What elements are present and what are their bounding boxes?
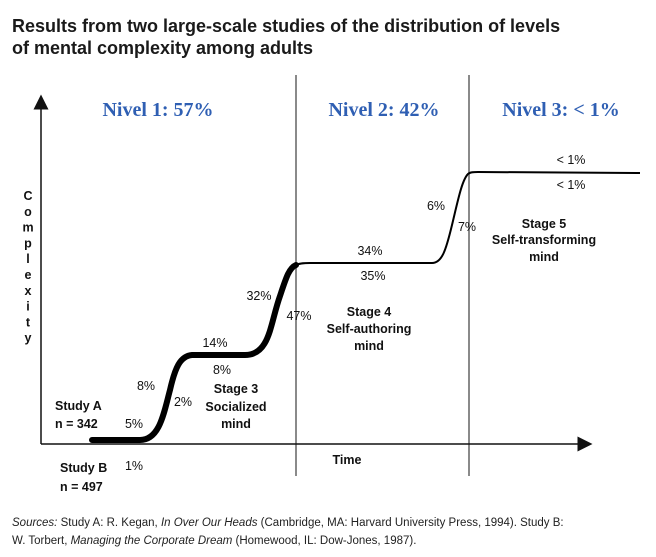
sources-line-1-b: (Cambridge, MA: Harvard University Press… bbox=[257, 517, 563, 529]
sources-book-2: Managing the Corporate Dream bbox=[71, 535, 233, 547]
stage-curve-thick bbox=[89, 262, 299, 443]
y-axis-label-letter: e bbox=[25, 268, 32, 282]
study-b-value-stage-4: 47% bbox=[286, 309, 311, 323]
study-a-name: Study A bbox=[55, 399, 102, 413]
y-axis-label-letter: o bbox=[24, 205, 32, 219]
stage-4-line-1: Stage 4 bbox=[347, 305, 392, 319]
y-axis-label-letter: y bbox=[25, 331, 32, 345]
study-b-value-stage-2: 2% bbox=[174, 395, 192, 409]
sources-line-2: W. Torbert, Managing the Corporate Dream… bbox=[12, 535, 416, 547]
study-b-value-stage-1: 1% bbox=[125, 459, 143, 473]
study-b-n: n = 497 bbox=[60, 480, 103, 494]
sources-line-1: Sources: Study A: R. Kegan, In Over Our … bbox=[12, 517, 564, 529]
y-axis-label-letter: t bbox=[26, 315, 31, 329]
study-a-value-stage-2: 8% bbox=[137, 379, 155, 393]
study-a-value-stage-5: 6% bbox=[427, 199, 445, 213]
study-b-value-stage-4b: 35% bbox=[360, 269, 385, 283]
stage-3-line-1: Stage 3 bbox=[214, 382, 259, 396]
stage-5-line-3: mind bbox=[529, 250, 559, 264]
stage-3-line-3: mind bbox=[221, 417, 251, 431]
stage-5-line-2: Self-transforming bbox=[492, 233, 596, 247]
study-b-value-stage-3: 8% bbox=[213, 363, 231, 377]
x-axis-label: Time bbox=[333, 453, 362, 467]
study-a-value-stage-4: 32% bbox=[246, 289, 271, 303]
study-a-value-stage-5b: < 1% bbox=[557, 153, 586, 167]
level-header-3: Nivel 3: < 1% bbox=[502, 99, 620, 121]
study-b-name: Study B bbox=[60, 461, 107, 475]
y-axis-label-letter: m bbox=[22, 221, 33, 235]
y-axis-label-letter: x bbox=[25, 284, 32, 298]
study-a-value-stage-3: 14% bbox=[202, 336, 227, 350]
sources-line-1-a: Study A: R. Kegan, bbox=[57, 517, 161, 529]
level-header-2: Nivel 2: 42% bbox=[328, 99, 439, 121]
level-header-1: Nivel 1: 57% bbox=[102, 99, 213, 121]
chart-title-line-2: of mental complexity among adults bbox=[12, 38, 313, 58]
stage-curve-thin bbox=[295, 170, 641, 266]
y-axis-label-letter: C bbox=[23, 189, 32, 203]
stage-4-line-2: Self-authoring bbox=[327, 322, 412, 336]
y-axis-label-letter: i bbox=[26, 300, 29, 314]
y-axis-label-letter: p bbox=[24, 236, 32, 250]
study-a-n: n = 342 bbox=[55, 417, 98, 431]
stage-5-line-1: Stage 5 bbox=[522, 217, 567, 231]
sources-book-1: In Over Our Heads bbox=[161, 517, 258, 529]
sources-line-2-a: W. Torbert, bbox=[12, 535, 71, 547]
y-axis-label-letter: l bbox=[26, 252, 29, 266]
study-a-value-stage-4b: 34% bbox=[357, 244, 382, 258]
stage-3-line-2: Socialized bbox=[205, 400, 266, 414]
sources-label: Sources: bbox=[12, 517, 57, 529]
study-b-value-stage-5: 7% bbox=[458, 220, 476, 234]
stage-4-line-3: mind bbox=[354, 339, 384, 353]
sources-line-2-b: (Homewood, IL: Dow-Jones, 1987). bbox=[232, 535, 416, 547]
study-a-value-stage-1: 5% bbox=[125, 417, 143, 431]
chart-title-line-1: Results from two large-scale studies of … bbox=[12, 16, 560, 36]
study-b-value-stage-5b: < 1% bbox=[557, 178, 586, 192]
